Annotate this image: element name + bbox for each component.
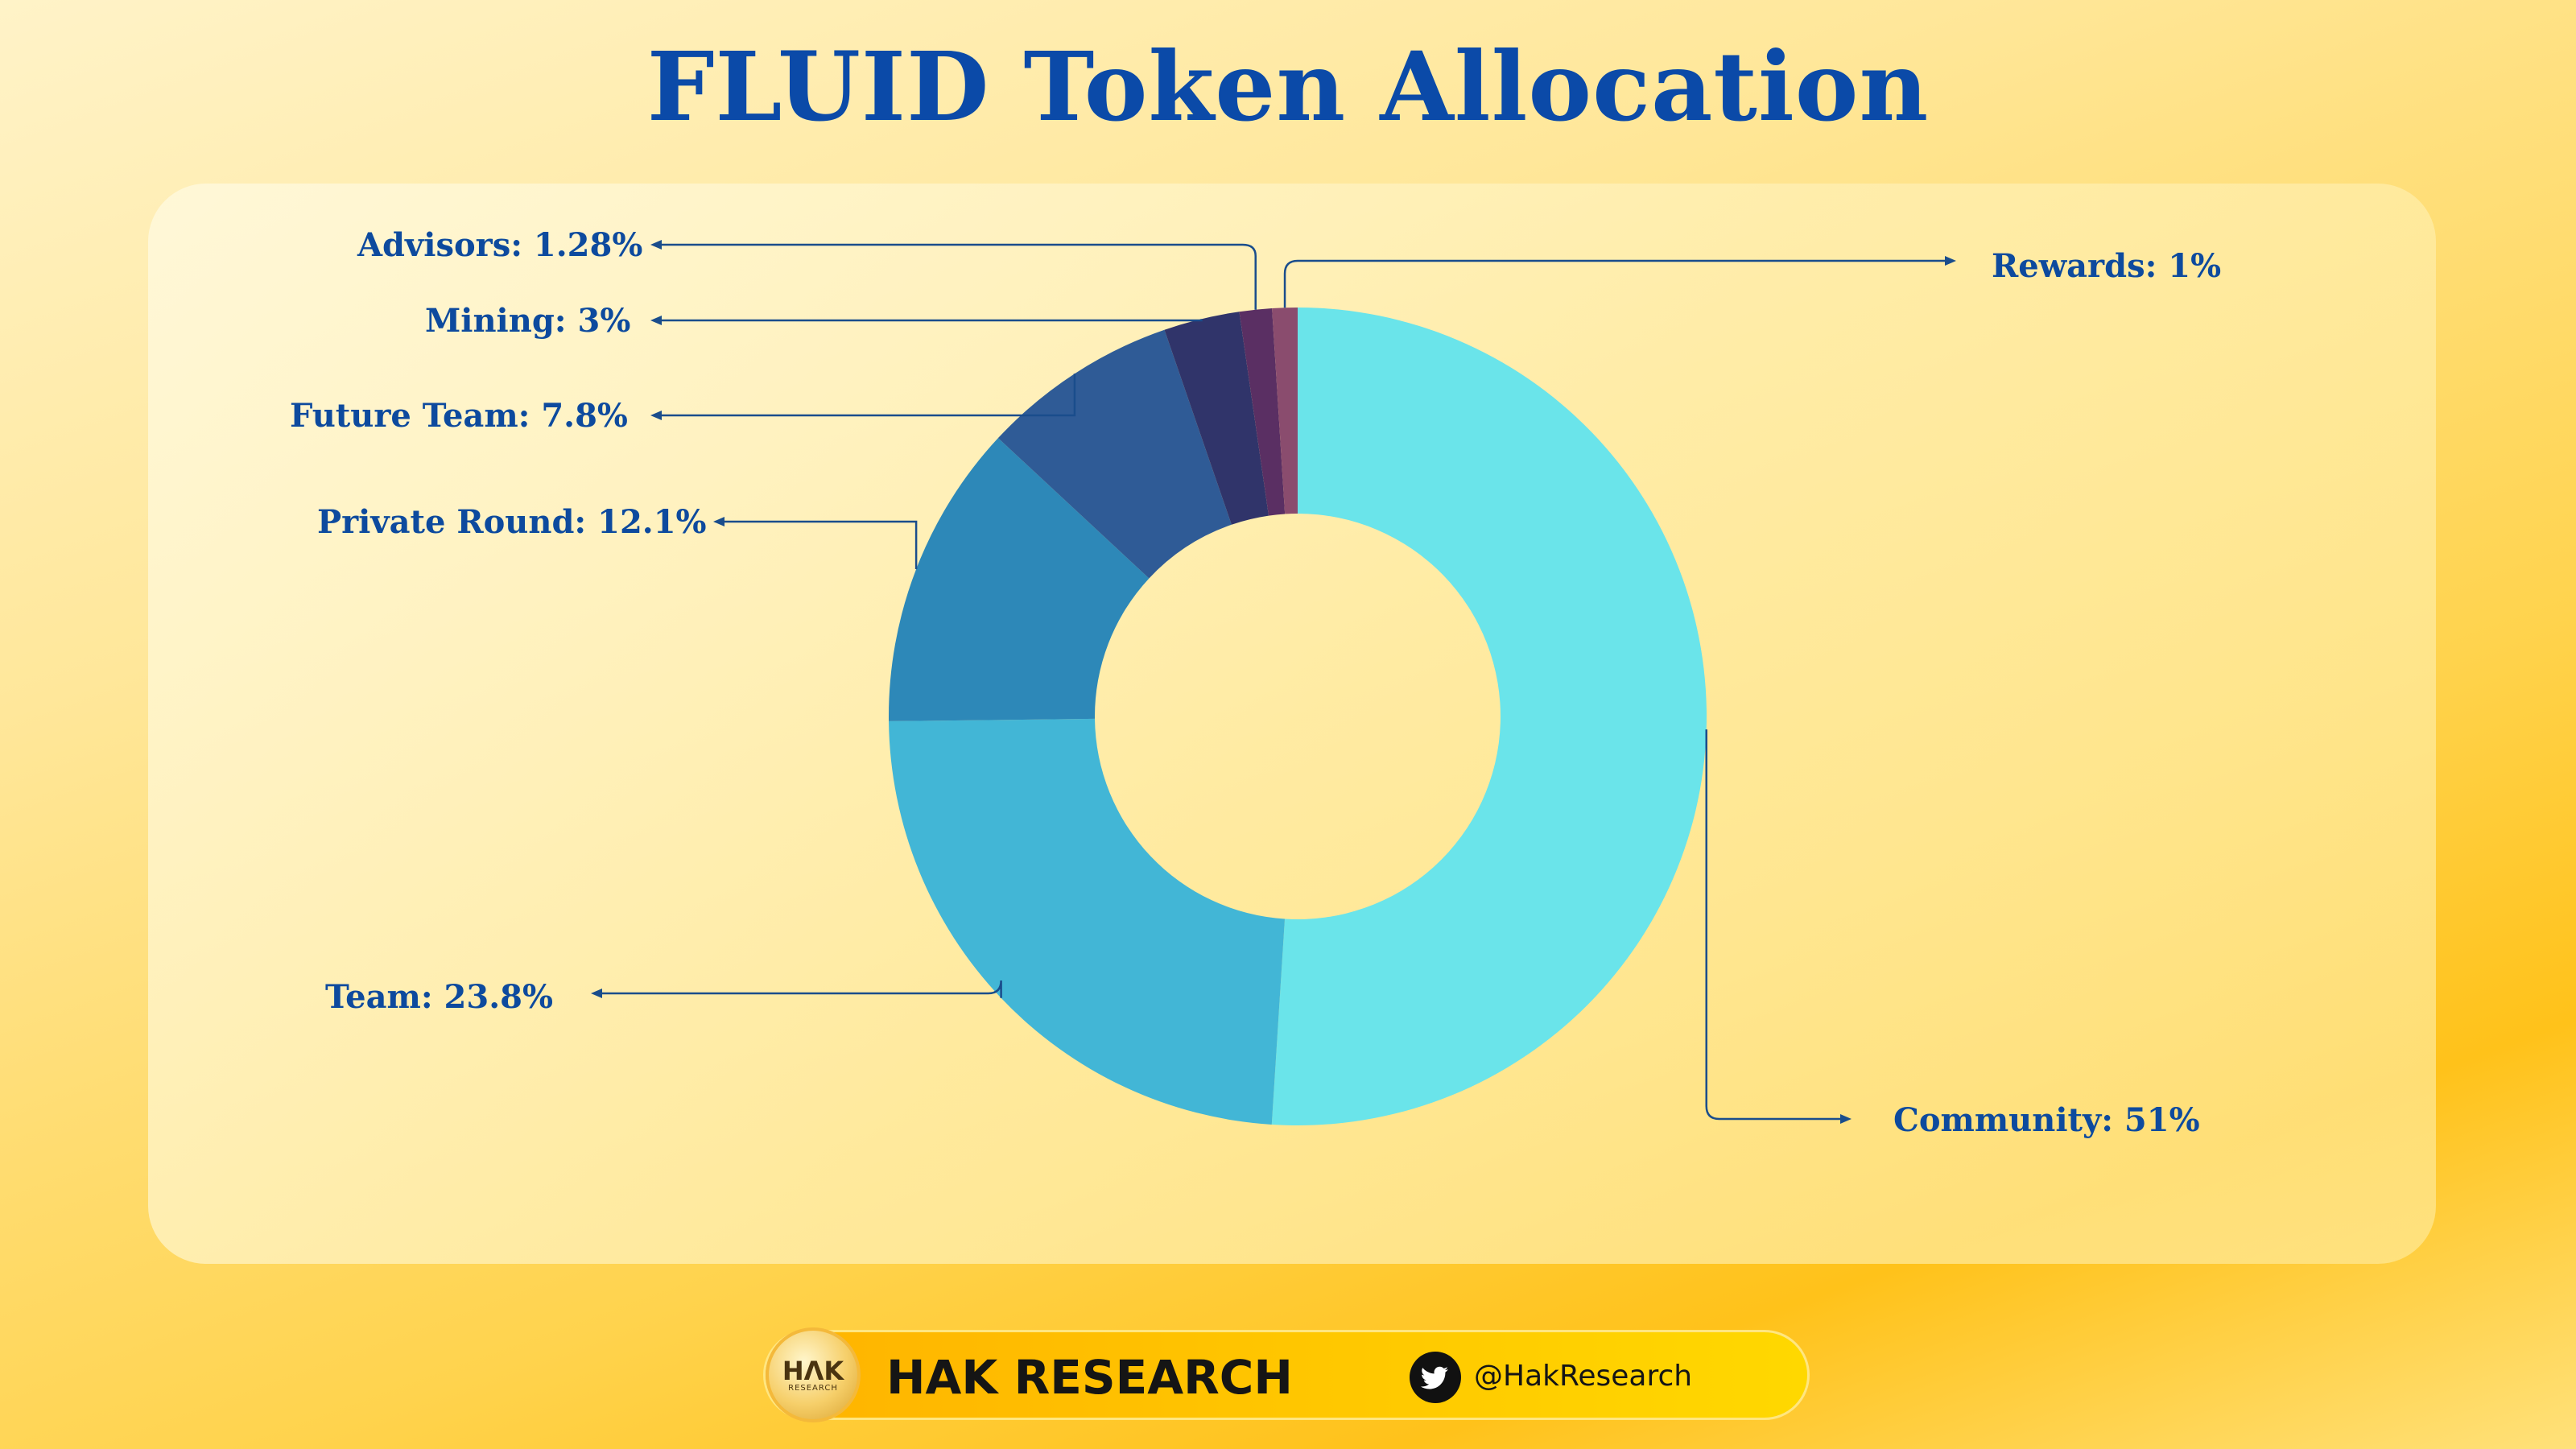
logo-subtext: RESEARCH <box>788 1383 838 1393</box>
logo-text: HΛK <box>782 1355 844 1386</box>
twitter-handle[interactable]: @HakResearch <box>1474 1360 1693 1393</box>
leader-arrow-community <box>1840 1114 1852 1124</box>
label-rewards: Rewards: 1% <box>1992 247 2221 285</box>
leader-arrow-mining <box>650 316 662 325</box>
leader-line-mining <box>658 319 1203 322</box>
leader-lines-group <box>591 240 1956 1124</box>
slices-group <box>889 308 1707 1126</box>
hak-logo: HΛK RESEARCH <box>766 1327 861 1422</box>
labels-group: Community: 51% Team: 23.8% Private Round: … <box>290 226 2221 1139</box>
leader-arrow-future-team <box>650 411 662 420</box>
leader-arrow-rewards <box>1945 256 1956 266</box>
label-future-team: Future Team: 7.8% <box>290 397 628 435</box>
label-mining: Mining: 3% <box>425 302 630 340</box>
leader-arrow-advisors <box>650 240 662 250</box>
slice-private-round <box>889 438 1150 721</box>
slice-rewards <box>1272 308 1298 514</box>
leader-line-private-round <box>721 520 918 569</box>
leader-line-advisors <box>658 243 1257 310</box>
chart-title: FLUID Token Allocation <box>646 31 1930 142</box>
label-team: Team: 23.8% <box>325 978 553 1016</box>
slice-advisors <box>1239 308 1286 516</box>
brand-name: HAK RESEARCH <box>886 1350 1293 1405</box>
slice-mining <box>1164 312 1269 525</box>
slice-community <box>1271 308 1707 1126</box>
leader-line-future-team <box>658 374 1076 417</box>
leader-arrow-team <box>591 989 602 998</box>
label-advisors: Advisors: 1.28% <box>357 226 642 264</box>
slice-future-team <box>997 329 1232 579</box>
twitter-icon[interactable] <box>1410 1352 1461 1403</box>
label-community: Community: 51% <box>1893 1101 2200 1139</box>
leader-arrow-private-round <box>713 517 724 526</box>
leader-line-community <box>1705 729 1843 1121</box>
slice-team <box>889 718 1286 1125</box>
label-private-round: Private Round: 12.1% <box>317 503 707 541</box>
footer-bar: HΛK RESEARCH HAK RESEARCH @HakResearch <box>763 1327 1810 1422</box>
leader-line-team <box>599 980 1002 998</box>
leader-line-rewards <box>1283 259 1948 308</box>
